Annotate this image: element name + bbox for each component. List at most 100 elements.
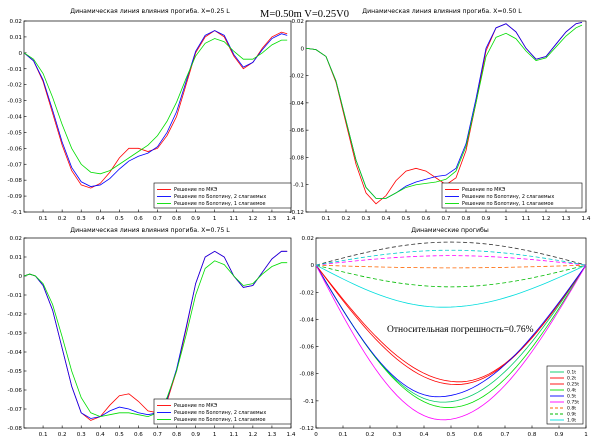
x-tick-label: 0.3 (77, 216, 86, 222)
x-tick-label: 0.8 (172, 216, 181, 222)
series-line-1 (23, 250, 288, 419)
y-tick-label: 0.01 (10, 255, 23, 261)
legend-label: 0.1t (567, 370, 576, 376)
y-tick-label: 0 (18, 274, 22, 280)
legend-label: Решение по Болотину, 1 слагаемое (462, 201, 554, 207)
x-tick-label: 0.8 (462, 216, 471, 222)
chart-title: Динамическая линия влияния прогиба. X=0.… (70, 7, 230, 15)
legend-label: 0.8t (567, 406, 576, 412)
x-tick-label: 1.3 (267, 432, 276, 438)
y-tick-label: -0.08 (290, 155, 305, 161)
x-tick-label: 0.1 (339, 432, 348, 438)
legend-label: Решение по Болотину, 2 слагаемых (462, 194, 554, 200)
series-line-8 (315, 264, 587, 308)
x-tick-label: 1 (584, 432, 588, 438)
plot-dynamic-deflections: Динамические прогибы 0 0.1 0.2 0.3 0.4 0.5 0.6 0… (300, 226, 589, 438)
x-tick-label: 0.6 (134, 432, 143, 438)
y-tick-label: -0.02 (290, 74, 304, 80)
y-tick-label: -0.04 (8, 115, 23, 121)
legend-label: 0.25t (567, 382, 579, 388)
plot-dynamic-influence-line-x050: Динамическая линия влияния прогиба. X=0.… (290, 7, 591, 222)
legend-box (153, 398, 292, 425)
y-tick-label: 0.02 (10, 236, 22, 242)
y-tick-label: 0.02 (302, 236, 314, 242)
y-tick-label: -0.07 (8, 162, 23, 168)
y-tick-label: -0.08 (300, 372, 315, 378)
x-tick-label: 1.2 (248, 432, 257, 438)
x-tick-label: 0.9 (191, 216, 200, 222)
series-line-2 (305, 24, 583, 199)
x-tick-label: 0.2 (342, 216, 351, 222)
x-tick-label: 0.6 (422, 216, 431, 222)
legend-label: Решение по Болотину, 2 слагаемых (174, 194, 266, 200)
x-tick-label: 0.4 (420, 432, 429, 438)
x-tick-label: 0.4 (96, 432, 105, 438)
x-tick-label: 0.8 (528, 432, 537, 438)
plot-frame (23, 20, 292, 213)
x-tick-label: 0.7 (501, 432, 510, 438)
legend-label: Решение по МКЭ (174, 403, 218, 409)
y-tick-label: -0.04 (8, 350, 23, 356)
y-tick-label: -0.04 (300, 317, 315, 323)
y-tick-label: 0.01 (10, 35, 23, 41)
x-tick-label: 1.4 (287, 216, 296, 222)
y-tick-label: -0.01 (8, 293, 23, 299)
x-tick-label: 0.4 (382, 216, 391, 222)
plot-dynamic-influence-line-x025: Динамическая линия влияния прогиба. X=0.… (8, 7, 296, 222)
x-tick-label: 0.9 (191, 432, 200, 438)
legend-box (153, 182, 292, 209)
x-tick-label: 1 (504, 216, 508, 222)
legend-label: 0.2t (567, 376, 576, 382)
x-tick-label: 0.1 (39, 216, 48, 222)
series-line-7 (315, 264, 587, 288)
y-tick-label: -0.03 (8, 99, 23, 105)
plot-frame (23, 237, 292, 429)
legend-label: 0.9t (567, 412, 576, 418)
series-line-0 (23, 30, 288, 189)
y-tick-label: -0.05 (8, 130, 23, 136)
x-tick-label: 1.1 (229, 216, 238, 222)
legend-label: 0.75t (567, 400, 579, 406)
legend-label: Решение по Болотину, 1 слагаемое (174, 201, 266, 207)
x-tick-label: 0.7 (153, 432, 162, 438)
y-tick-label: 0.02 (292, 19, 304, 25)
x-tick-label: 0.2 (58, 216, 67, 222)
legend-box (546, 365, 584, 425)
x-tick-label: 0.2 (58, 432, 67, 438)
plot-frame (305, 20, 587, 213)
parameter-label: M=0.50m V=0.25V0 (260, 9, 349, 20)
x-tick-label: 0.2 (366, 432, 375, 438)
legend-label: 0.5t (567, 394, 576, 400)
y-tick-label: -0.12 (290, 210, 304, 216)
y-tick-label: -0.1 (293, 183, 304, 189)
legend-label: Решение по Болотину, 2 слагаемых (174, 410, 266, 416)
y-tick-label: 0 (310, 263, 314, 269)
y-tick-label: -0.1 (303, 399, 314, 405)
series-line-9 (315, 241, 587, 266)
y-tick-label: -0.02 (300, 290, 314, 296)
series-line-1 (23, 30, 288, 187)
chart-title: Динамическая линия влияния прогиба. X=0.… (362, 7, 522, 15)
x-tick-label: 1 (213, 216, 217, 222)
y-tick-label: 0 (300, 46, 304, 52)
x-tick-label: 0.1 (39, 432, 48, 438)
y-tick-label: -0.07 (8, 407, 23, 413)
series-line-4 (315, 264, 587, 398)
y-tick-label: -0.1 (11, 210, 22, 216)
y-tick-label: -0.08 (8, 178, 23, 184)
legend-label: Решение по МКЭ (174, 187, 218, 193)
y-tick-label: -0.06 (290, 128, 305, 134)
x-tick-label: 0.7 (442, 216, 451, 222)
legend-label: 1.0t (567, 418, 576, 424)
x-tick-label: 0.3 (393, 432, 402, 438)
y-tick-label: -0.01 (8, 67, 23, 73)
x-tick-label: 1.2 (542, 216, 551, 222)
legend-label: Решение по МКЭ (462, 187, 506, 193)
chart-title: Динамическая линия влияния прогиба. X=0.… (70, 226, 230, 234)
x-tick-label: 1.4 (287, 432, 296, 438)
series-line-2 (23, 38, 288, 175)
y-tick-label: -0.04 (290, 101, 305, 107)
y-tick-label: -0.03 (8, 331, 23, 337)
x-tick-label: 0.3 (362, 216, 371, 222)
